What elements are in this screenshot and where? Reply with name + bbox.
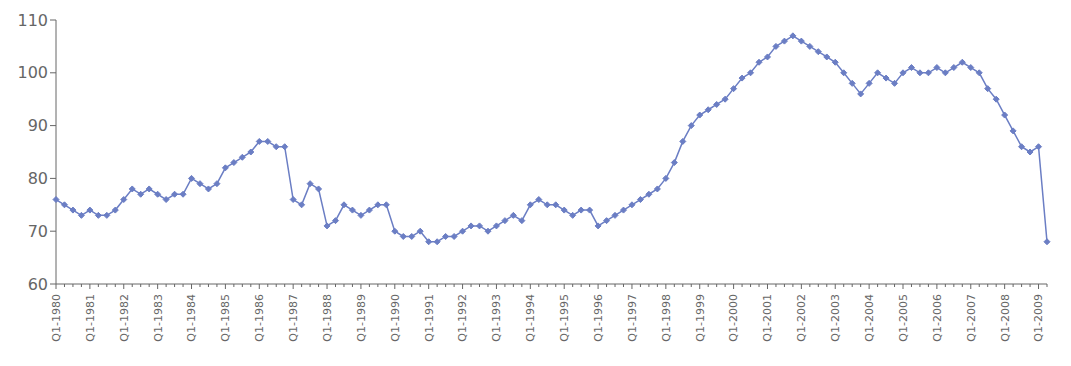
svg-text:Q1-1983: Q1-1983	[151, 294, 164, 342]
svg-text:Q1-1990: Q1-1990	[389, 294, 402, 342]
svg-text:Q1-1995: Q1-1995	[558, 294, 571, 342]
svg-text:Q1-2008: Q1-2008	[998, 294, 1011, 342]
svg-text:Q1-2003: Q1-2003	[829, 294, 842, 342]
svg-text:Q1-1997: Q1-1997	[626, 294, 639, 342]
svg-text:Q1-1985: Q1-1985	[219, 294, 232, 342]
svg-text:Q1-1987: Q1-1987	[287, 294, 300, 342]
svg-text:Q1-1999: Q1-1999	[694, 294, 707, 342]
svg-text:Q1-1986: Q1-1986	[253, 294, 266, 342]
svg-text:Q1-1982: Q1-1982	[118, 294, 131, 342]
svg-text:Q1-1996: Q1-1996	[592, 294, 605, 342]
svg-text:Q1-1988: Q1-1988	[321, 294, 334, 342]
svg-text:Q1-2005: Q1-2005	[897, 294, 910, 342]
svg-text:Q1-1998: Q1-1998	[660, 294, 673, 342]
svg-text:70: 70	[28, 222, 48, 241]
svg-text:100: 100	[17, 63, 48, 82]
svg-text:Q1-1991: Q1-1991	[423, 294, 436, 342]
svg-text:80: 80	[28, 169, 48, 188]
svg-text:Q1-2007: Q1-2007	[965, 294, 978, 342]
svg-text:Q1-1994: Q1-1994	[524, 294, 537, 342]
svg-text:60: 60	[28, 275, 48, 294]
svg-text:Q1-2006: Q1-2006	[931, 294, 944, 342]
svg-text:Q1-2004: Q1-2004	[863, 294, 876, 342]
svg-text:Q1-1992: Q1-1992	[456, 294, 469, 342]
svg-text:Q1-1984: Q1-1984	[185, 294, 198, 342]
svg-text:Q1-2009: Q1-2009	[1032, 294, 1045, 342]
svg-text:Q1-1989: Q1-1989	[355, 294, 368, 342]
svg-text:90: 90	[28, 116, 48, 135]
svg-text:Q1-1981: Q1-1981	[84, 294, 97, 342]
svg-text:Q1-1993: Q1-1993	[490, 294, 503, 342]
svg-text:Q1-2002: Q1-2002	[795, 294, 808, 342]
svg-text:110: 110	[17, 11, 48, 30]
svg-text:Q1-2000: Q1-2000	[727, 294, 740, 342]
svg-text:Q1-1980: Q1-1980	[50, 294, 63, 342]
svg-text:Q1-2001: Q1-2001	[761, 294, 774, 342]
